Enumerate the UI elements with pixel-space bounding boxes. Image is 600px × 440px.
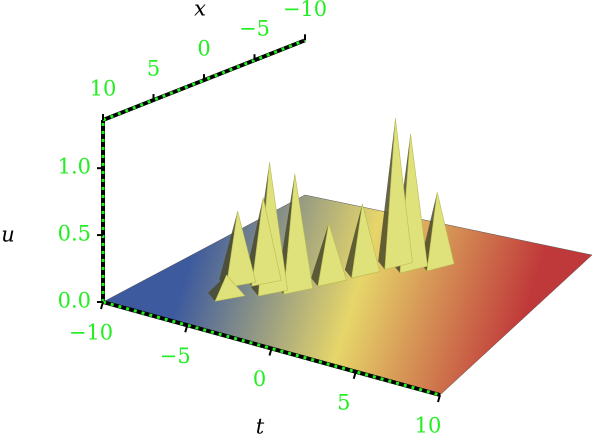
t-tick [100,301,104,310]
t-tick-label: 10 [415,414,442,438]
t-tick-label: −5 [160,344,191,368]
peak [426,192,455,272]
peak [283,173,314,295]
u-axis-title: u [1,223,15,247]
peak [214,274,246,302]
t-tick-label: 0 [253,367,266,391]
u-tick-label: 0.0 [58,289,91,313]
peak [225,211,257,289]
peak-shadow [219,211,238,288]
x-tick-label: −5 [239,17,270,41]
peak-shadow [344,203,363,279]
peak-shadow [378,118,396,270]
t-tick [268,348,273,356]
t-tick-label: −10 [69,321,113,345]
u-tick-label: 0.5 [58,222,91,246]
peak-shadow [208,275,227,302]
t-tick [437,394,441,403]
t-axis-dots [102,300,441,397]
x-tick-label: 0 [197,37,210,61]
t-axis-title: t [256,415,265,439]
x-tick-label: 5 [147,57,160,81]
x-axis-title: x [194,0,206,21]
x-tick-label: −10 [283,0,327,21]
t-tick [184,324,189,333]
t-tick-label: 5 [337,390,350,414]
x-tick-label: 10 [90,77,117,101]
peak [351,203,381,279]
u-tick-label: 1.0 [58,155,91,179]
peak [317,223,347,287]
peak-shadow [311,223,329,287]
peak [384,118,413,270]
t-tick [352,371,357,380]
peak [251,197,282,287]
